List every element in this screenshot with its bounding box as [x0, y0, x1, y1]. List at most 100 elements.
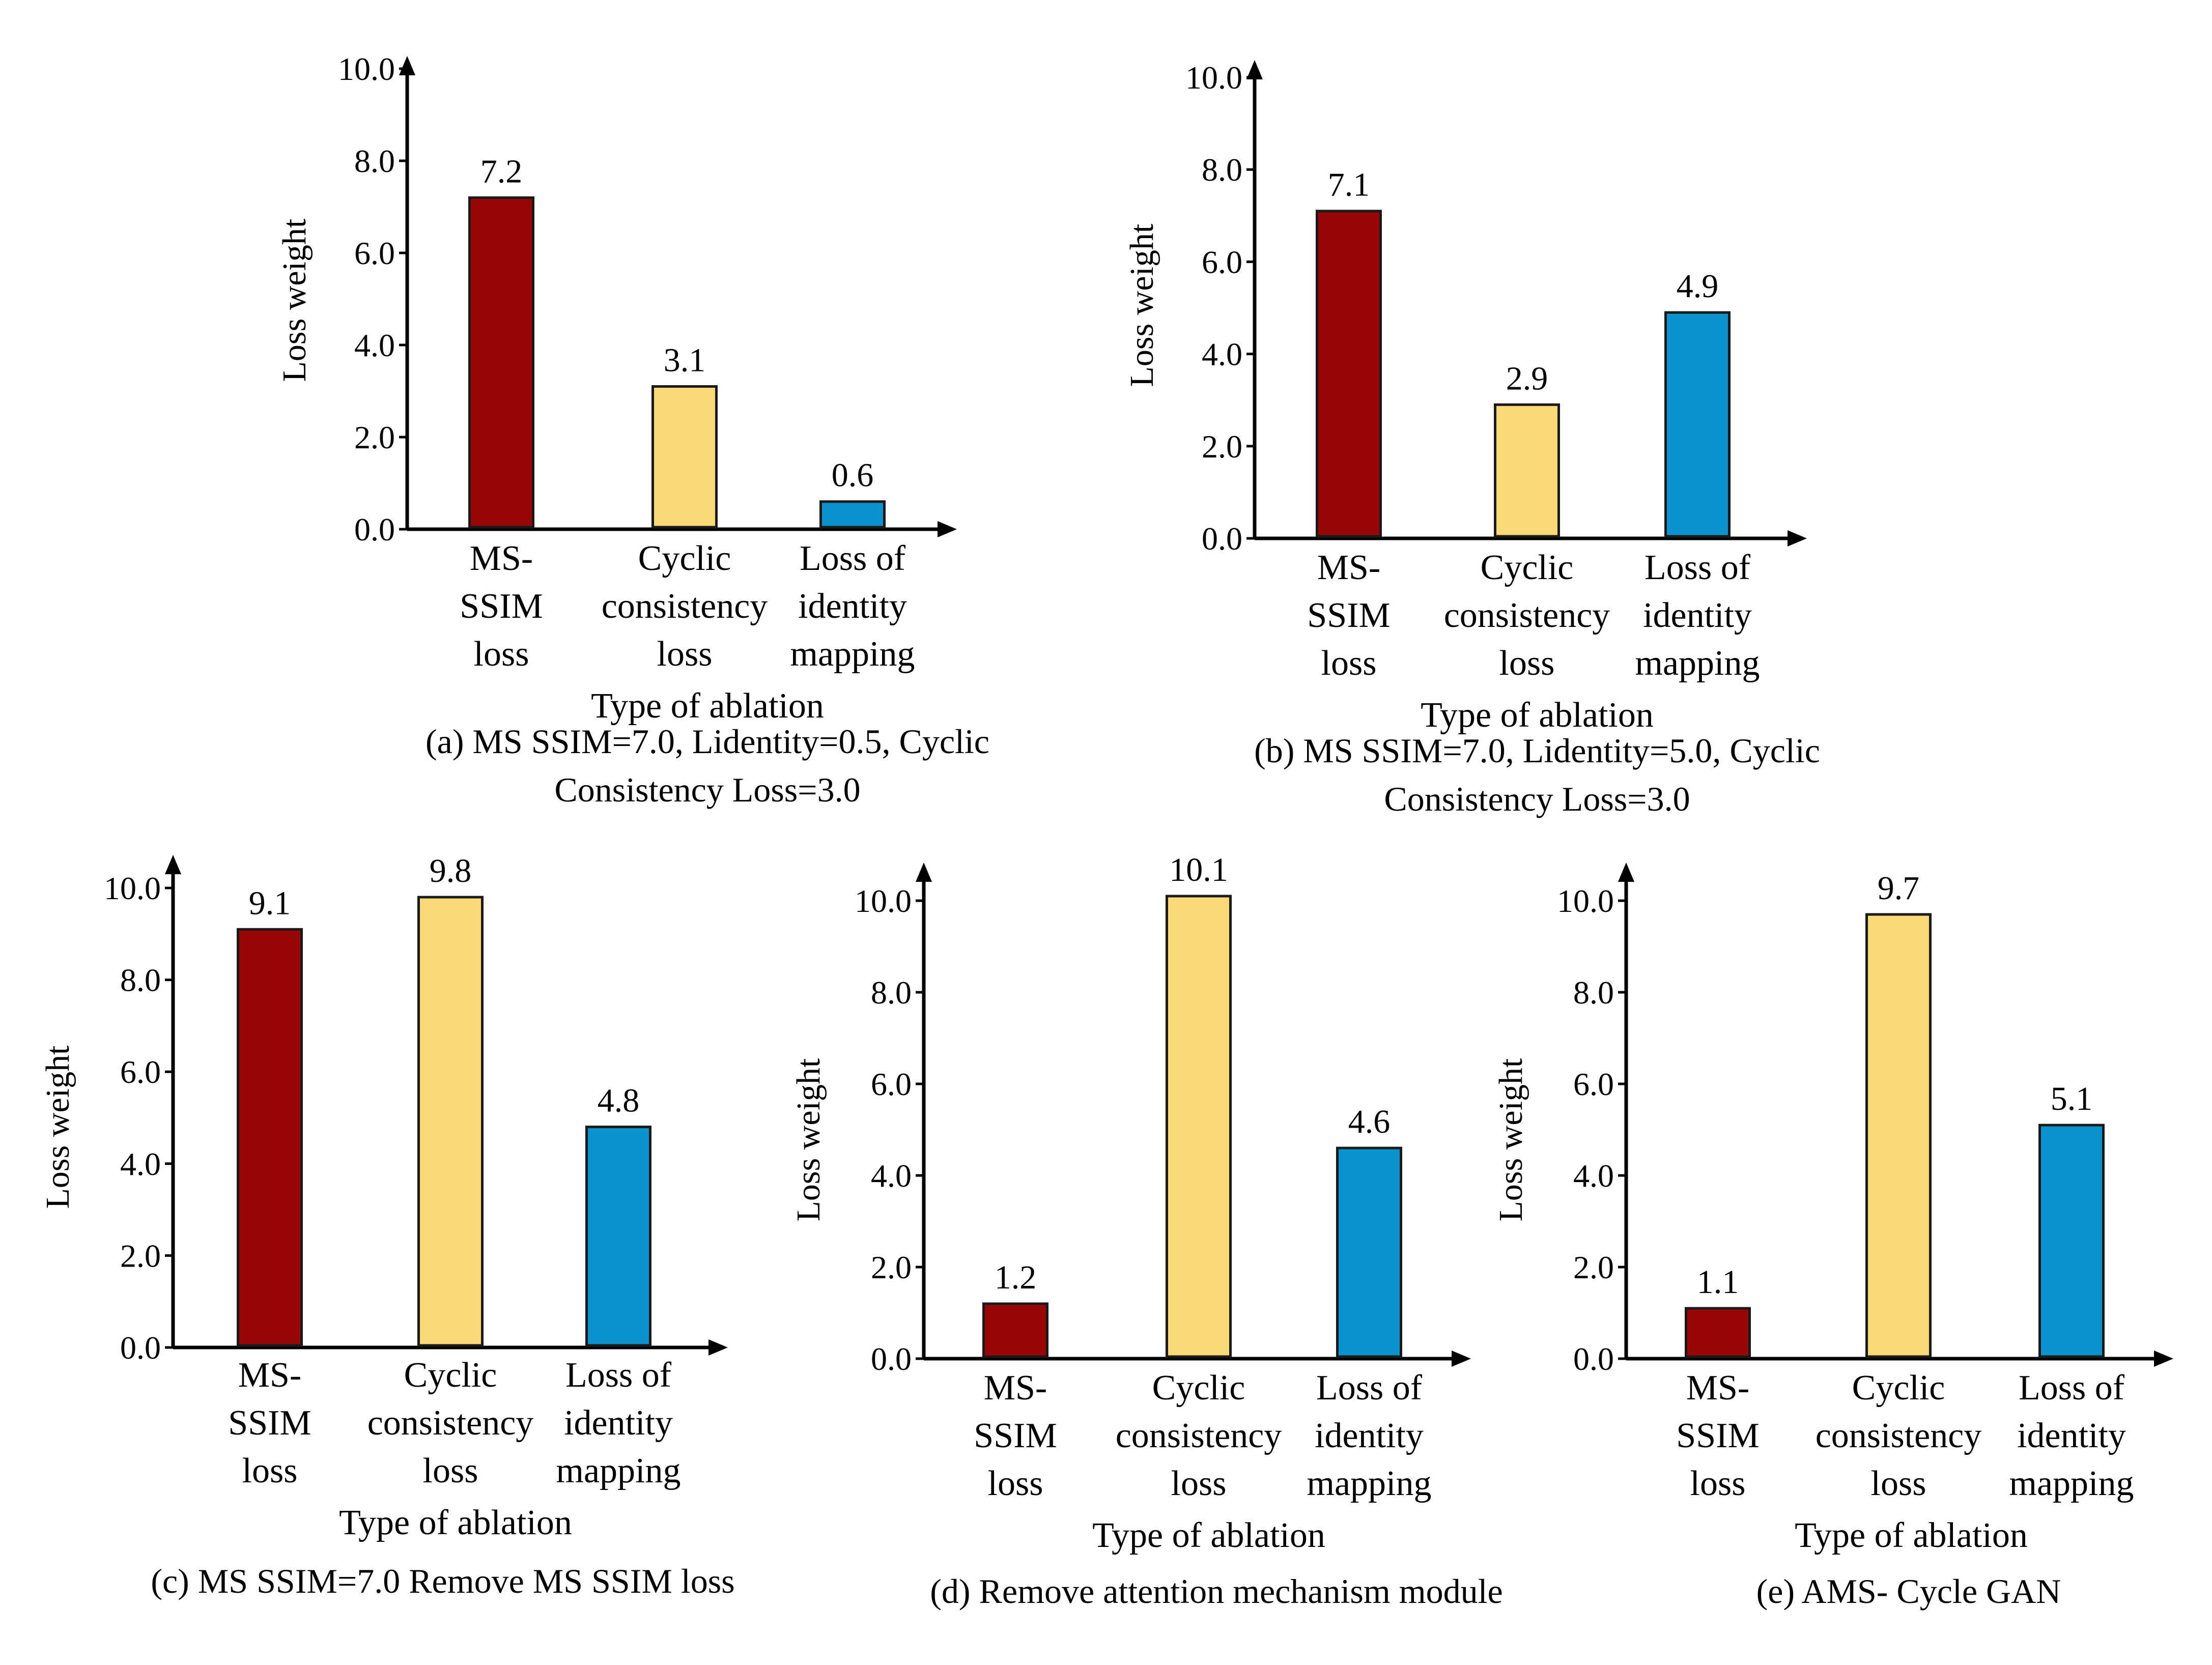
- bar-value-label: 1.1: [1697, 1264, 1739, 1301]
- y-tick-label: 4.0: [1202, 336, 1242, 372]
- x-category-label: MS-SSIM loss: [1307, 548, 1390, 683]
- panel-caption: (c) MS SSIM=7.0 Remove MS SSIM loss: [151, 1562, 734, 1600]
- y-axis-title: Loss weight: [276, 219, 313, 382]
- bar-value-label: 2.9: [1506, 360, 1548, 397]
- bar-ms-ssim-loss: [982, 1302, 1048, 1358]
- y-axis-title: Loss weight: [790, 1058, 827, 1222]
- y-axis-title: Loss weight: [39, 1046, 76, 1209]
- y-tick-label: 6.0: [120, 1054, 161, 1090]
- x-category-label: Loss of identity mapping: [1307, 1368, 1432, 1503]
- x-axis-title: Type of ablation: [591, 686, 824, 726]
- y-axis-arrowhead: [1246, 60, 1263, 79]
- bar-value-label: 5.1: [2051, 1080, 2093, 1117]
- bar-cyclic-consistency-loss: [1494, 403, 1560, 538]
- bar-identity-mapping-loss: [1336, 1146, 1402, 1358]
- bar-value-label: 1.2: [995, 1259, 1037, 1296]
- y-tick-label: 8.0: [1573, 974, 1614, 1011]
- bar-value-label: 4.6: [1348, 1103, 1391, 1140]
- bar-value-label: 10.1: [1169, 851, 1228, 888]
- panel-c: 0.0 2.0 4.0 6.0 8.0 10.0 Loss weight 9.1 MS-SSIM…: [39, 852, 735, 1600]
- y-tick-label: 0.0: [354, 511, 395, 548]
- x-category-label: Cyclic consistency loss: [1116, 1368, 1282, 1503]
- y-axis-arrowhead: [1618, 863, 1634, 882]
- bar-identity-mapping-loss: [1664, 311, 1731, 538]
- y-tick-label: 8.0: [354, 143, 395, 179]
- x-category-label: MS-SSIM loss: [228, 1356, 311, 1490]
- x-axis-arrowhead: [708, 1339, 728, 1356]
- x-category-label: Loss of identity mapping: [2009, 1368, 2134, 1503]
- x-category-label: Loss of identity mapping: [556, 1356, 681, 1490]
- x-category-label: Cyclic consistency loss: [1444, 548, 1610, 683]
- y-tick-label: 6.0: [1573, 1066, 1614, 1102]
- x-category-label: Loss of identity mapping: [790, 539, 915, 674]
- bar-cyclic-consistency-loss: [1166, 895, 1232, 1358]
- x-category-label: Cyclic consistency loss: [602, 539, 768, 674]
- bar-cyclic-consistency-loss: [1865, 913, 1932, 1358]
- bar-ms-ssim-loss: [1685, 1307, 1751, 1358]
- bar-value-label: 7.2: [480, 153, 523, 190]
- bar-value-label: 9.7: [1878, 870, 1920, 907]
- x-axis-title: Type of ablation: [1795, 1516, 2028, 1555]
- y-tick-label: 2.0: [354, 419, 395, 455]
- y-tick-label: 6.0: [1202, 244, 1242, 280]
- bar-value-label: 7.1: [1328, 166, 1370, 204]
- bar-cyclic-consistency-loss: [651, 385, 718, 529]
- y-tick-label: 6.0: [871, 1066, 912, 1102]
- y-axis-title: Loss weight: [1492, 1058, 1529, 1222]
- y-tick-label: 2.0: [871, 1249, 912, 1285]
- y-axis-title: Loss weight: [1123, 224, 1160, 387]
- y-tick-label: 10.0: [855, 883, 912, 919]
- x-category-label: Loss of identity mapping: [1635, 548, 1760, 683]
- x-axis-title: Type of ablation: [1421, 696, 1654, 735]
- x-axis-arrowhead: [1452, 1351, 1471, 1367]
- y-tick-label: 0.0: [120, 1330, 161, 1366]
- y-tick-label: 4.0: [1573, 1158, 1614, 1194]
- y-axis-arrowhead: [165, 855, 181, 874]
- bar-identity-mapping-loss: [585, 1126, 651, 1347]
- panel-d: 0.0 2.0 4.0 6.0 8.0 10.0 Loss weight 1.2 MS-SSIM…: [790, 851, 1503, 1611]
- x-category-label: MS-SSIM loss: [460, 539, 543, 674]
- y-tick-label: 2.0: [1202, 428, 1242, 465]
- panel-b: 0.0 2.0 4.0 6.0 8.0 10.0 Loss weight 7.1 MS-SSIM…: [1123, 60, 1820, 818]
- y-tick-label: 4.0: [354, 327, 395, 363]
- y-tick-label: 8.0: [1202, 152, 1242, 188]
- x-axis-arrowhead: [938, 521, 957, 537]
- bar-identity-mapping-loss: [819, 500, 886, 529]
- bar-ms-ssim-loss: [468, 196, 534, 529]
- x-category-label: MS-SSIM loss: [974, 1368, 1057, 1503]
- y-tick-label: 2.0: [120, 1238, 161, 1274]
- bar-ms-ssim-loss: [1316, 210, 1382, 538]
- x-axis-arrowhead: [1788, 530, 1807, 547]
- bar-value-label: 3.1: [664, 341, 706, 379]
- y-tick-label: 4.0: [871, 1158, 912, 1194]
- y-tick-label: 10.0: [1185, 60, 1242, 96]
- bar-identity-mapping-loss: [2038, 1124, 2105, 1358]
- y-tick-label: 10.0: [104, 870, 161, 906]
- bar-value-label: 9.8: [430, 852, 472, 889]
- y-tick-label: 0.0: [871, 1341, 912, 1377]
- y-tick-label: 10.0: [1557, 883, 1614, 919]
- y-tick-label: 4.0: [120, 1146, 161, 1182]
- y-tick-label: 0.0: [1573, 1341, 1614, 1377]
- bar-value-label: 4.9: [1677, 268, 1719, 305]
- x-category-label: Cyclic consistency loss: [1816, 1368, 1982, 1503]
- panel-a: 0.0 2.0 4.0 6.0 8.0 10.0 Loss weight 7.2 MS-SSIM…: [276, 51, 989, 809]
- y-tick-label: 6.0: [354, 235, 395, 271]
- x-axis-arrowhead: [2154, 1351, 2173, 1367]
- bar-value-label: 0.6: [832, 457, 874, 494]
- bar-value-label: 4.8: [598, 1082, 640, 1119]
- y-tick-label: 10.0: [338, 51, 395, 87]
- y-tick-label: 2.0: [1573, 1249, 1614, 1285]
- y-axis-arrowhead: [916, 863, 932, 882]
- panel-e: 0.0 2.0 4.0 6.0 8.0 10.0 Loss weight 1.1 MS-SSIM…: [1492, 863, 2173, 1611]
- y-tick-label: 0.0: [1202, 521, 1242, 557]
- x-category-label: Cyclic consistency loss: [367, 1356, 534, 1490]
- panel-caption: (d) Remove attention mechanism module: [930, 1572, 1503, 1611]
- panel-caption: (a) MS SSIM=7.0, Lidentity=0.5, Cyclic Co…: [426, 722, 989, 809]
- y-axis-arrowhead: [399, 56, 415, 75]
- bar-value-label: 9.1: [249, 884, 291, 922]
- panel-caption: (e) AMS- Cycle GAN: [1756, 1572, 2061, 1611]
- bar-cyclic-consistency-loss: [417, 896, 484, 1347]
- x-axis-title: Type of ablation: [339, 1503, 572, 1542]
